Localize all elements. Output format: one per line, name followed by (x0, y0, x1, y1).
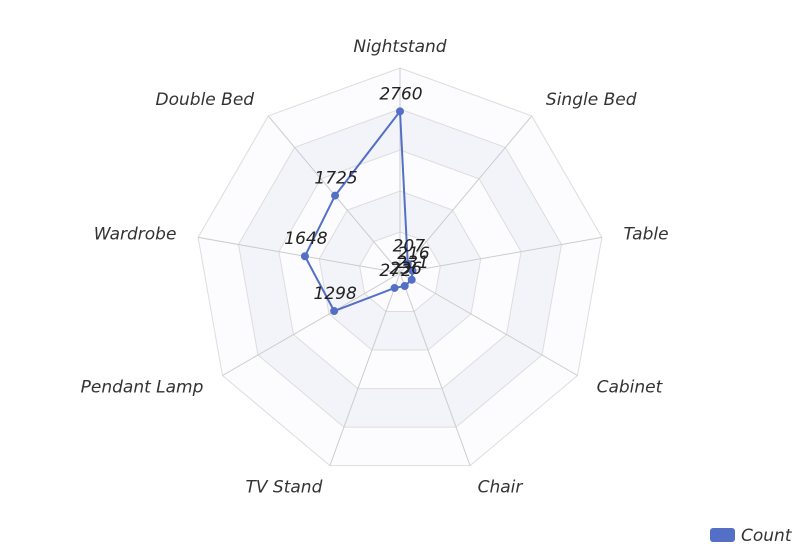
data-point[interactable] (407, 275, 416, 284)
data-point[interactable] (300, 252, 309, 261)
axis-line (399, 115, 533, 274)
data-point[interactable] (403, 259, 412, 268)
data-label: 2760 (379, 84, 422, 104)
indicator-label: Wardrobe (94, 225, 177, 245)
indicator-label: Single Bed (546, 90, 637, 110)
data-label: 236 (390, 259, 423, 279)
data-point[interactable] (331, 191, 340, 200)
axis-line (329, 272, 401, 466)
indicator-label: Chair (478, 477, 524, 497)
data-point[interactable] (400, 281, 409, 290)
axis-line (399, 272, 578, 376)
split-line-ring (318, 190, 482, 351)
axis-line (222, 272, 401, 376)
split-line-ring (278, 149, 522, 390)
data-label: 216 (397, 244, 430, 264)
legend-swatch-count[interactable] (710, 528, 735, 542)
indicator-label: TV Stand (246, 477, 323, 497)
split-lines (197, 67, 603, 467)
indicator-label: Cabinet (597, 378, 664, 398)
series-line (303, 110, 414, 313)
split-line-ring (237, 108, 563, 428)
indicator-labels: Nightstand Single Bed Table Cabinet Chair TV … (81, 37, 669, 497)
data-point[interactable] (408, 266, 417, 275)
axis-line (399, 236, 602, 274)
data-label: 1298 (314, 284, 357, 304)
indicator-label: Double Bed (156, 90, 255, 110)
legend[interactable]: Count (710, 526, 793, 546)
data-label: 231 (396, 253, 428, 273)
data-label: 207 (393, 237, 426, 257)
series-layer (300, 107, 417, 316)
indicator-label: Pendant Lamp (81, 378, 204, 398)
indicator-label: Nightstand (353, 37, 446, 57)
data-point[interactable] (396, 107, 404, 116)
split-line-ring (359, 231, 441, 313)
data-label: 1648 (284, 229, 327, 249)
split-line-ring (197, 67, 603, 467)
data-label: 1725 (314, 169, 357, 189)
legend-label-count[interactable]: Count (741, 526, 793, 546)
data-point[interactable] (330, 307, 339, 316)
data-label: 272 (379, 261, 411, 281)
axis-line (399, 272, 471, 466)
axis-line (198, 236, 401, 274)
indicator-label: Table (624, 225, 669, 245)
data-point[interactable] (390, 283, 399, 292)
